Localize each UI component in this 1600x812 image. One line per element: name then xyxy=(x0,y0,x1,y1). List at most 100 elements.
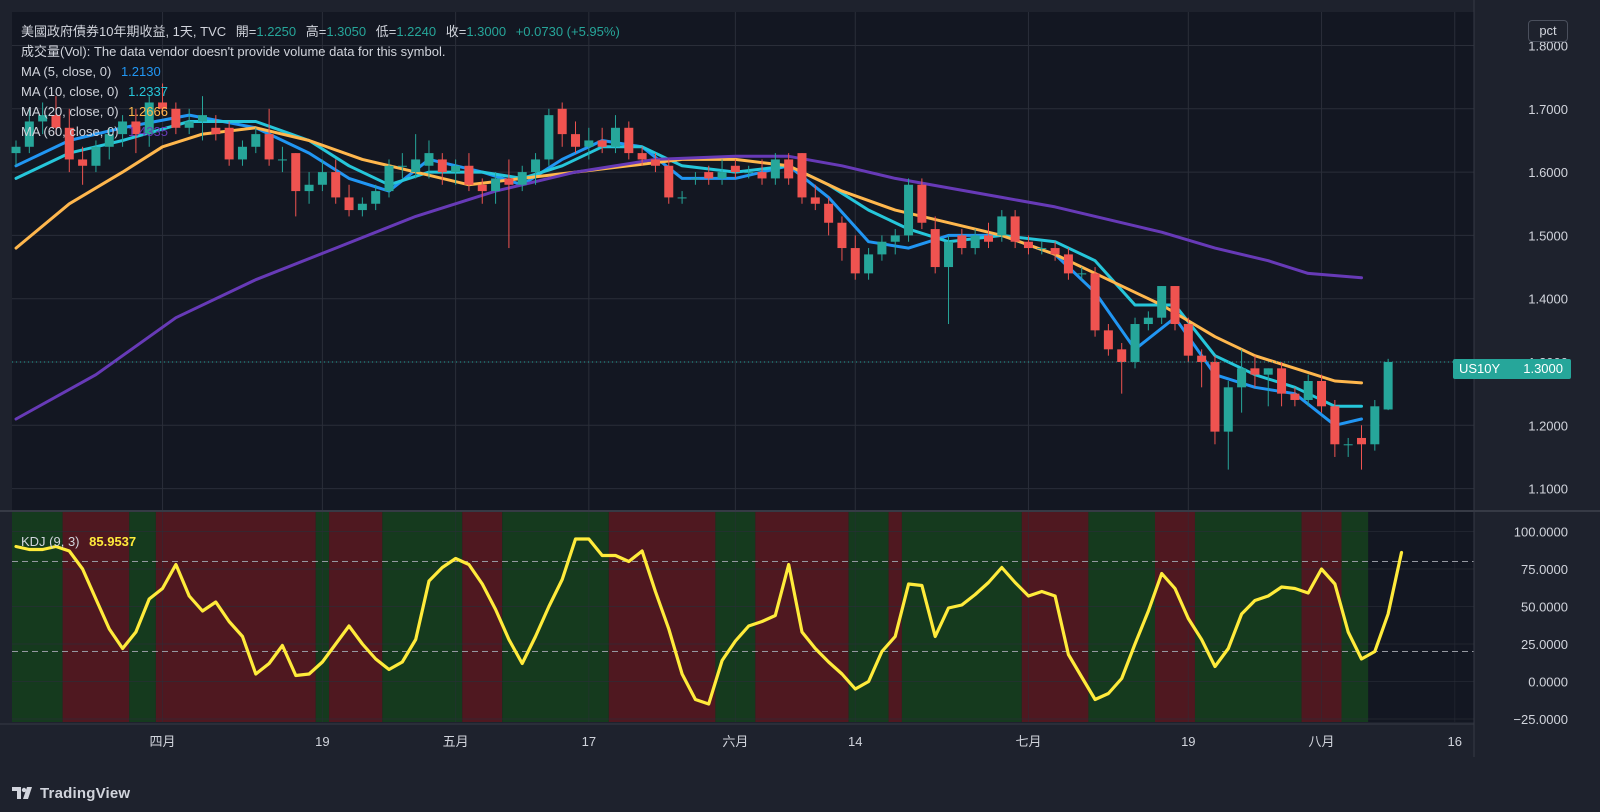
candle-body xyxy=(717,172,727,179)
candle-body xyxy=(1157,286,1167,318)
ma10-label: MA (10, close, 0) xyxy=(21,84,119,99)
candle-body xyxy=(757,172,767,179)
x-tick-label: 19 xyxy=(315,734,329,749)
kdj-axis-label: 75.0000 xyxy=(1521,562,1568,577)
candle-body xyxy=(517,172,527,185)
candle-body xyxy=(1090,273,1100,331)
x-tick-label: 六月 xyxy=(722,734,748,749)
ma5-legend[interactable]: MA (5, close, 0) 1.2130 xyxy=(21,62,620,82)
candle-body xyxy=(291,153,301,192)
x-tick-label: 七月 xyxy=(1015,734,1041,749)
kdj-axis-label: 25.0000 xyxy=(1521,637,1568,652)
candle-body xyxy=(38,115,48,122)
candle-body xyxy=(224,127,234,160)
candle-body xyxy=(184,121,194,128)
kdj-legend[interactable]: KDJ (9, 3) 85.9537 xyxy=(21,534,136,549)
candle-body xyxy=(704,172,714,179)
candle-body xyxy=(64,127,74,160)
candle-body xyxy=(1010,216,1020,242)
ma60-legend[interactable]: MA (60, close, 0) 1.4335 xyxy=(21,122,620,142)
candle-body xyxy=(317,172,327,185)
candle-body xyxy=(464,165,474,185)
candle-body xyxy=(304,184,314,192)
tradingview-logo-icon xyxy=(12,787,32,799)
symbol-title[interactable]: 美國政府債券10年期收益, 1天, TVC xyxy=(21,24,227,39)
kdj-zone-red xyxy=(608,512,716,722)
kdj-axis-label: −25.0000 xyxy=(1513,712,1568,727)
x-tick-label: 14 xyxy=(848,734,862,749)
candle-body xyxy=(1370,406,1380,445)
kdj-zone-green xyxy=(1194,512,1302,722)
candle-body xyxy=(144,102,154,135)
kdj-label: KDJ (9, 3) xyxy=(21,534,80,549)
ma60-value: 1.4335 xyxy=(128,124,168,139)
candle-body xyxy=(91,146,101,166)
candle-body xyxy=(1263,368,1273,375)
price-axis-label: 1.2000 xyxy=(1528,418,1568,433)
candle-body xyxy=(1037,248,1047,250)
ma20-legend[interactable]: MA (20, close, 0) 1.2666 xyxy=(21,102,620,122)
ohlc-low-label: 低= xyxy=(375,24,397,39)
candle-body xyxy=(1237,368,1247,388)
candle-body xyxy=(624,127,634,154)
candles-group xyxy=(11,83,1393,470)
x-tick-label: 17 xyxy=(582,734,596,749)
candle-body xyxy=(1143,317,1153,325)
price-axis-label: 1.6000 xyxy=(1528,165,1568,180)
candle-body xyxy=(1183,324,1193,356)
kdj-zone-green xyxy=(901,512,1022,722)
ma5-label: MA (5, close, 0) xyxy=(21,64,112,79)
candle-body xyxy=(784,159,794,179)
volume-note[interactable]: 成交量(Vol): The data vendor doesn't provid… xyxy=(21,44,446,59)
ma20-value: 1.2666 xyxy=(128,104,168,119)
candle-body xyxy=(78,159,88,166)
candle-body xyxy=(437,159,447,173)
candle-body xyxy=(397,165,407,167)
price-axis-label: 1.7000 xyxy=(1528,102,1568,117)
ohlc-high-value: 1.3050 xyxy=(326,24,367,39)
candle-body xyxy=(357,203,367,211)
candle-body xyxy=(677,197,687,199)
tradingview-logo[interactable]: TradingView xyxy=(12,783,130,803)
ohlc-close-label: 收= xyxy=(445,24,467,39)
candle-body xyxy=(650,159,660,166)
ma10-legend[interactable]: MA (10, close, 0) 1.2337 xyxy=(21,82,620,102)
candle-body xyxy=(664,165,674,198)
kdj-axis-label: 0.0000 xyxy=(1528,675,1568,690)
candle-body xyxy=(890,235,900,242)
x-tick-label: 四月 xyxy=(150,734,176,749)
price-axis-label: 1.1000 xyxy=(1528,482,1568,497)
ohlc-open-value: 1.2250 xyxy=(256,24,297,39)
candle-body xyxy=(251,134,261,147)
candle-body xyxy=(610,127,620,147)
candle-body xyxy=(1330,406,1340,445)
price-axis-label: 1.4000 xyxy=(1528,292,1568,307)
candle-body xyxy=(571,134,581,147)
scale-mode-badge[interactable]: pct xyxy=(1528,20,1568,42)
kdj-zone-red xyxy=(888,512,902,722)
candle-body xyxy=(237,146,247,160)
kdj-axis-label: 100.0000 xyxy=(1514,525,1568,540)
candle-body xyxy=(331,172,341,198)
candle-body xyxy=(384,165,394,192)
candle-body xyxy=(637,153,647,160)
candle-body xyxy=(1290,393,1300,400)
candle-body xyxy=(451,165,461,173)
candle-body xyxy=(744,172,754,174)
candle-body xyxy=(171,108,181,128)
footer-band xyxy=(0,758,1600,812)
candle-body xyxy=(877,241,887,255)
candle-body xyxy=(983,235,993,242)
candle-body xyxy=(770,159,780,179)
x-tick-label: 19 xyxy=(1181,734,1195,749)
candle-body xyxy=(198,115,208,122)
candle-body xyxy=(1103,330,1113,350)
candle-body xyxy=(837,222,847,249)
kdj-axis-label: 50.0000 xyxy=(1521,600,1568,615)
candle-body xyxy=(597,140,607,147)
ma60-label: MA (60, close, 0) xyxy=(21,124,119,139)
kdj-zone-red xyxy=(1021,512,1089,722)
tradingview-logo-text: TradingView xyxy=(40,784,131,802)
candle-body xyxy=(531,159,541,173)
